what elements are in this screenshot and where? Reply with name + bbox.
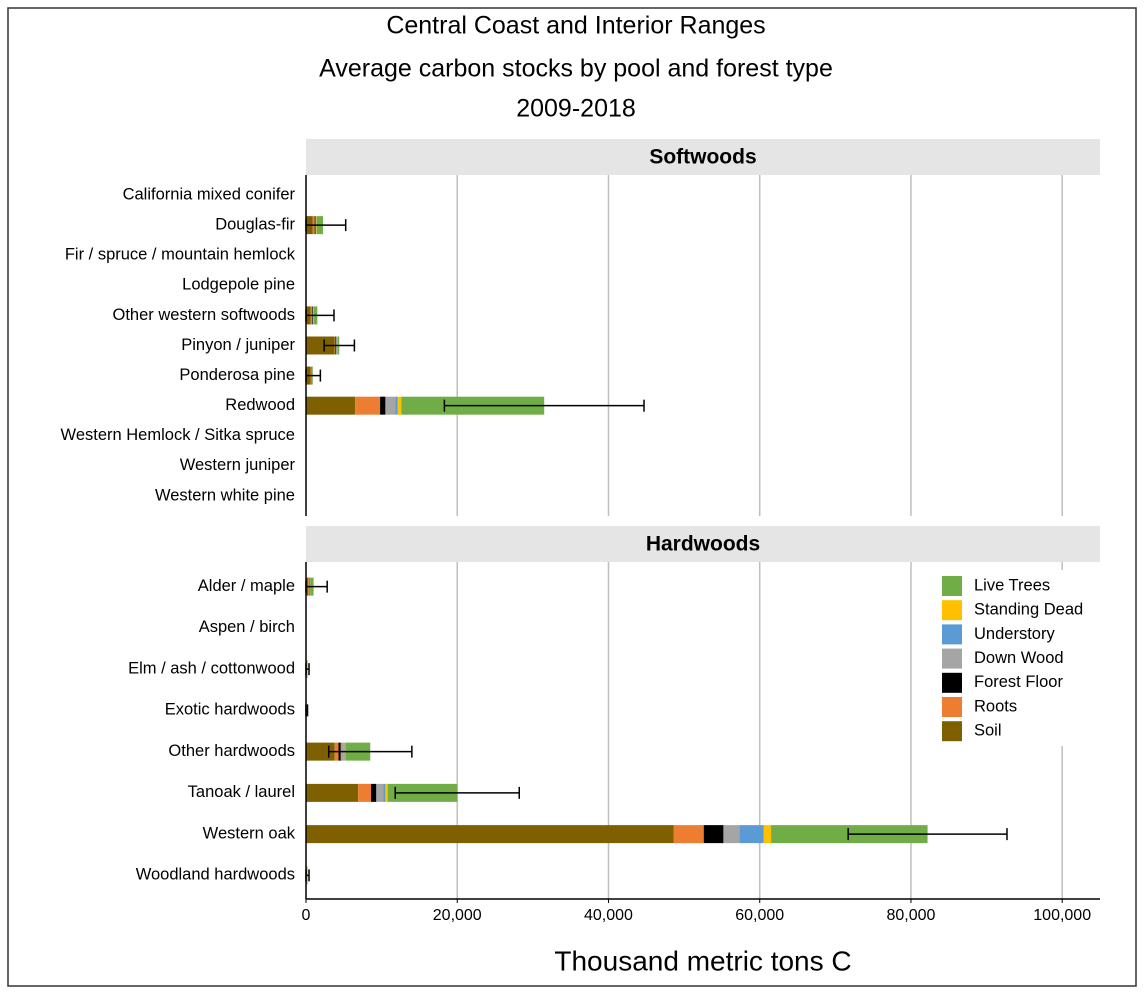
y-tick-label: Redwood	[225, 396, 295, 414]
facet-strip	[306, 139, 1100, 175]
x-tick-label: 40,000	[584, 907, 633, 924]
facet-title: Hardwoods	[646, 533, 760, 556]
bar-segment	[703, 825, 724, 844]
y-tick-label: Western juniper	[180, 456, 296, 474]
facet-strip	[306, 526, 1100, 562]
legend-swatch	[942, 600, 962, 621]
bar-segment	[355, 396, 381, 415]
y-tick-label: Lodgepole pine	[182, 276, 295, 294]
y-tick-label: Other hardwoods	[168, 742, 295, 760]
legend-swatch	[942, 648, 962, 669]
legend-box	[936, 570, 1104, 746]
bar-segment	[383, 783, 386, 802]
legend-label: Forest Floor	[974, 673, 1063, 691]
bar-segment	[673, 825, 704, 844]
y-tick-label: Other western softwoods	[113, 306, 296, 324]
legend-label: Roots	[974, 697, 1017, 715]
legend-swatch	[942, 624, 962, 645]
legend-swatch	[942, 721, 962, 742]
chart-period: 2009-2018	[516, 95, 636, 123]
y-tick-label: California mixed conifer	[123, 185, 296, 203]
bar-segment	[306, 336, 335, 355]
bar-segment	[385, 396, 396, 415]
x-tick-label: 80,000	[886, 907, 935, 924]
legend-label: Live Trees	[974, 576, 1050, 594]
x-tick-label: 20,000	[433, 907, 482, 924]
y-tick-label: Western Hemlock / Sitka spruce	[61, 426, 295, 444]
y-tick-label: Tanoak / laurel	[188, 783, 295, 801]
bar-segment	[397, 396, 402, 415]
bar-segment	[306, 396, 356, 415]
bar-segment	[306, 742, 335, 761]
legend-swatch	[942, 576, 962, 596]
bar-segment	[358, 783, 372, 802]
bar-segment	[385, 783, 388, 802]
y-tick-label: Exotic hardwoods	[165, 701, 295, 719]
bar-segment	[763, 825, 772, 844]
bar-segment	[739, 825, 764, 844]
y-tick-label: Western white pine	[155, 486, 295, 504]
y-tick-label: Woodland hardwoods	[136, 866, 295, 884]
legend-label: Down Wood	[974, 649, 1064, 667]
facet-title: Softwoods	[649, 146, 756, 169]
x-axis-label: Thousand metric tons C	[554, 945, 851, 976]
legend-swatch	[942, 697, 962, 717]
legend-label: Standing Dead	[974, 601, 1083, 619]
y-tick-label: Elm / ash / cottonwood	[128, 659, 295, 677]
bar-segment	[380, 396, 386, 415]
bar-segment	[371, 783, 377, 802]
x-tick-label: 0	[302, 907, 311, 924]
y-tick-label: Western oak	[203, 824, 296, 842]
chart-title: Central Coast and Interior Ranges	[386, 12, 765, 40]
y-tick-label: Pinyon / juniper	[181, 336, 295, 354]
y-tick-label: Aspen / birch	[199, 618, 295, 636]
legend-label: Understory	[974, 625, 1055, 643]
bar-segment	[723, 825, 740, 844]
legend-swatch	[942, 672, 962, 693]
x-tick-label: 60,000	[735, 907, 784, 924]
x-tick-label: 100,000	[1033, 907, 1091, 924]
bar-segment	[376, 783, 384, 802]
bar-segment	[395, 396, 398, 415]
y-tick-label: Douglas-fir	[215, 215, 295, 233]
chart-subtitle: Average carbon stocks by pool and forest…	[319, 55, 833, 83]
bar-segment	[306, 825, 674, 844]
y-tick-label: Ponderosa pine	[179, 366, 295, 384]
y-tick-label: Fir / spruce / mountain hemlock	[65, 246, 296, 264]
legend-label: Soil	[974, 722, 1002, 740]
bar-segment	[306, 783, 359, 802]
y-tick-label: Alder / maple	[198, 577, 295, 595]
